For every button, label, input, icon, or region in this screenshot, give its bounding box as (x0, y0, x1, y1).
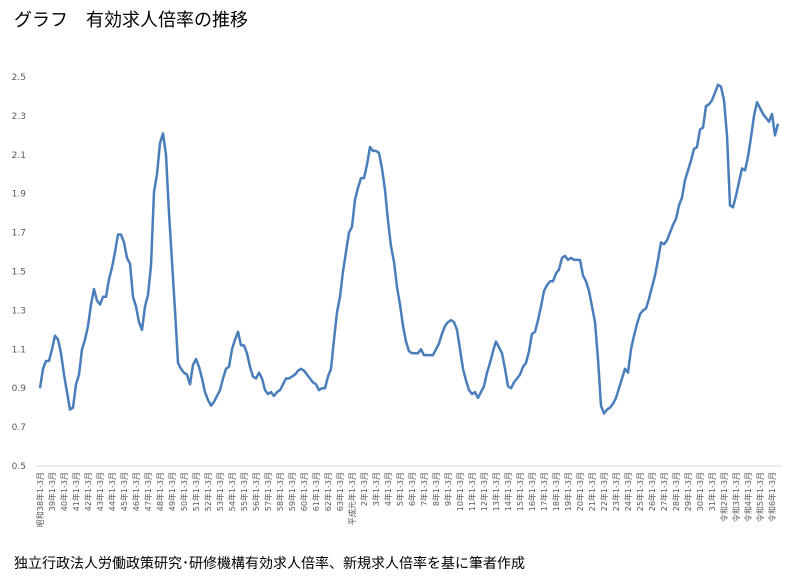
x-tick-label: 7年1-3月 (419, 472, 429, 506)
x-tick-label: 62年1-3月 (323, 472, 333, 511)
x-tick-label: 52年1-3月 (203, 472, 213, 511)
x-tick-label: 10年1-3月 (455, 472, 465, 511)
x-tick-label: 令和2年1-3月 (719, 472, 729, 522)
x-tick-label: 25年1-3月 (635, 472, 645, 511)
x-tick-label: 53年1-3月 (215, 472, 225, 511)
x-tick-label: 令和5年1-3月 (755, 472, 765, 522)
x-tick-label: 3年1-3月 (371, 472, 381, 506)
x-tick-label: 令和3年1-3月 (731, 472, 741, 522)
x-tick-label: 51年1-3月 (191, 472, 201, 511)
x-tick-label: 令和6年1-3月 (767, 472, 777, 522)
y-tick-label: 0.5 (12, 462, 26, 472)
x-tick-label: 22年1-3月 (599, 472, 609, 511)
x-tick-label: 63年1-3月 (335, 472, 345, 511)
y-tick-label: 2.5 (12, 73, 26, 83)
y-tick-label: 1.7 (12, 229, 26, 239)
data-line (38, 83, 780, 415)
x-tick-label: 9年1-3月 (443, 472, 453, 506)
x-tick-label: 昭和38年1-3月 (35, 472, 45, 527)
y-tick-label: 1.5 (12, 268, 26, 278)
x-tick-label: 58年1-3月 (275, 472, 285, 511)
x-tick-label: 17年1-3月 (539, 472, 549, 511)
x-tick-label: 28年1-3月 (671, 472, 681, 511)
x-tick-label: 61年1-3月 (311, 472, 321, 511)
x-tick-label: 59年1-3月 (287, 472, 297, 511)
x-tick-label: 50年1-3月 (179, 472, 189, 511)
x-tick-label: 56年1-3月 (251, 472, 261, 511)
x-tick-label: 11年1-3月 (467, 472, 477, 511)
x-tick-label: 49年1-3月 (167, 472, 177, 511)
x-tick-label: 47年1-3月 (143, 472, 153, 511)
x-tick-label: 31年1-3月 (707, 472, 717, 511)
y-tick-label: 1.1 (12, 345, 26, 355)
x-tick-label: 平成元年1-3月 (347, 472, 357, 525)
chart-title: グラフ 有効求人倍率の推移 (14, 10, 248, 31)
x-tick-label: 8年1-3月 (431, 472, 441, 506)
source-note: 独立行政法人労働政策研究･研修機構有効求人倍率、新規求人倍率を基に筆者作成 (14, 555, 525, 572)
x-tick-label: 42年1-3月 (83, 472, 93, 511)
x-tick-label: 4年1-3月 (383, 472, 393, 506)
y-tick-label: 1.9 (12, 190, 27, 200)
x-tick-label: 12年1-3月 (479, 472, 489, 511)
x-tick-label: 21年1-3月 (587, 472, 597, 511)
x-tick-label: 54年1-3月 (227, 472, 237, 511)
x-tick-label: 30年1-3月 (695, 472, 705, 511)
x-tick-label: 14年1-3月 (503, 472, 513, 511)
x-tick-label: 20年1-3月 (575, 472, 585, 511)
x-tick-label: 39年1-3月 (47, 472, 57, 511)
x-tick-label: 23年1-3月 (611, 472, 621, 511)
x-tick-label: 令和4年1-3月 (743, 472, 753, 522)
x-tick-label: 44年1-3月 (107, 472, 117, 511)
y-tick-label: 2.1 (12, 151, 26, 161)
x-tick-label: 43年1-3月 (95, 472, 105, 511)
x-tick-label: 27年1-3月 (659, 472, 669, 511)
x-tick-label: 13年1-3月 (491, 472, 501, 511)
x-tick-label: 57年1-3月 (263, 472, 273, 511)
x-tick-label: 46年1-3月 (131, 472, 141, 511)
x-tick-label: 19年1-3月 (563, 472, 573, 511)
y-tick-label: 2.3 (12, 112, 26, 122)
x-tick-label: 15年1-3月 (515, 472, 525, 511)
x-tick-label: 24年1-3月 (623, 472, 633, 511)
y-tick-label: 1.3 (12, 306, 26, 316)
x-tick-label: 6年1-3月 (407, 472, 417, 506)
x-tick-label: 2年1-3月 (359, 472, 369, 506)
x-tick-label: 16年1-3月 (527, 472, 537, 511)
x-tick-label: 5年1-3月 (395, 472, 405, 506)
x-tick-label: 40年1-3月 (59, 472, 69, 511)
y-tick-label: 0.7 (12, 423, 26, 433)
x-tick-label: 29年1-3月 (683, 472, 693, 511)
x-tick-label: 18年1-3月 (551, 472, 561, 511)
x-tick-label: 26年1-3月 (647, 472, 657, 511)
x-tick-label: 41年1-3月 (71, 472, 81, 511)
x-tick-label: 55年1-3月 (239, 472, 249, 511)
x-tick-label: 48年1-3月 (155, 472, 165, 511)
x-tick-label: 60年1-3月 (299, 472, 309, 511)
y-tick-label: 0.9 (12, 384, 27, 394)
x-tick-label: 45年1-3月 (119, 472, 129, 511)
